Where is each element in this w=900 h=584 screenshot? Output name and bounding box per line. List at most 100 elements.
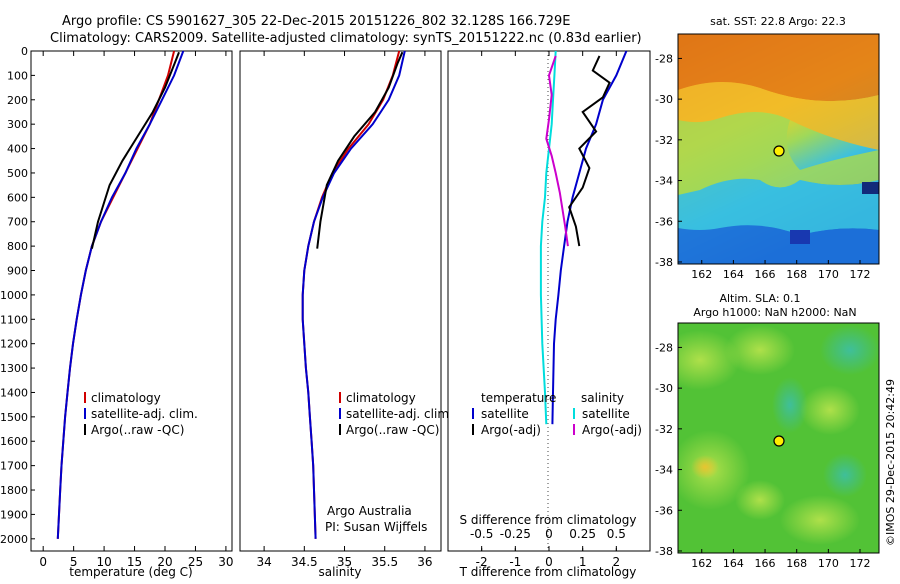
y-tick-label: 1300 bbox=[0, 362, 28, 375]
sst-float-location-marker bbox=[773, 145, 785, 157]
lat-tick-label: -28 bbox=[655, 341, 673, 354]
sla-map: Altim. SLA: 0.1 Argo h1000: NaN h2000: N… bbox=[655, 292, 880, 570]
credit-org: Argo Australia bbox=[327, 504, 412, 518]
lat-tick-label: -36 bbox=[655, 504, 673, 517]
lat-tick-label: -36 bbox=[655, 215, 673, 228]
sla-blob bbox=[823, 453, 867, 497]
legend-label-argo: Argo(..raw -QC) bbox=[91, 423, 184, 437]
y-tick-label: 600 bbox=[7, 191, 28, 204]
sla-map-frame bbox=[677, 322, 880, 554]
lon-tick-label: 168 bbox=[786, 268, 807, 281]
legend-title-salinity: salinity bbox=[581, 391, 624, 405]
sla-blob bbox=[772, 377, 808, 433]
series-line-satellite-adj-clim- bbox=[56, 50, 185, 539]
series-line-satellite-adj-clim- bbox=[301, 50, 406, 539]
x-tick-label: 35 bbox=[337, 555, 352, 569]
s-difference-axis: -0.5 -0.25 0 0.25 0.5 bbox=[470, 527, 626, 551]
temperature-series bbox=[56, 50, 185, 539]
legend-label-s-argo: Argo(-adj) bbox=[582, 423, 642, 437]
sla-blob bbox=[780, 495, 860, 545]
x-tick-label: 0 bbox=[545, 555, 553, 569]
sla-blob bbox=[800, 385, 860, 435]
sla-blob bbox=[725, 325, 795, 375]
series-line-salinity-satellite bbox=[539, 50, 557, 425]
sst-map-frame bbox=[677, 33, 880, 265]
sla-blob bbox=[735, 480, 785, 520]
lon-tick-label: 164 bbox=[723, 268, 744, 281]
y-tick-label: 1400 bbox=[0, 386, 28, 399]
depth-axis: 0 100 200 300 400 500 600 700 800 900 1000 1100 1200… bbox=[0, 45, 35, 546]
y-tick-label: 1900 bbox=[0, 508, 28, 521]
lon-tick-label: 172 bbox=[850, 268, 871, 281]
lon-tick-label: 172 bbox=[850, 557, 871, 570]
sst-blue-band bbox=[678, 225, 879, 264]
temperature-plot-frame bbox=[30, 50, 233, 552]
legend-label-t-satellite: satellite bbox=[481, 407, 529, 421]
sst-map-title: sat. SST: 22.8 Argo: 22.3 bbox=[710, 15, 846, 28]
sla-map-axes: 162 164 166 168 170 172 -28 -30 -32 -34 -36 -38 bbox=[655, 341, 870, 570]
temperature-legend: climatology satellite-adj. clim. Argo(..… bbox=[84, 391, 198, 437]
lat-tick-label: -28 bbox=[655, 52, 673, 65]
lat-tick-label: -32 bbox=[655, 423, 673, 436]
lon-tick-label: 168 bbox=[786, 557, 807, 570]
copyright-timestamp-label: ©IMOS 29-Dec-2015 20:42:49 bbox=[884, 379, 897, 546]
salinity-legend: climatology satellite-adj. clim. Argo(..… bbox=[339, 391, 453, 437]
salinity-axis: 34 34.5 35 35.5 36 bbox=[256, 51, 433, 569]
y-tick-label: 1000 bbox=[0, 289, 28, 302]
y-tick-label: 1100 bbox=[0, 313, 28, 326]
legend-label-climatology: climatology bbox=[346, 391, 416, 405]
lat-tick-label: -32 bbox=[655, 134, 673, 147]
y-tick-label: 700 bbox=[7, 216, 28, 229]
y-tick-label: 900 bbox=[7, 265, 28, 278]
lat-tick-label: -30 bbox=[655, 382, 673, 395]
salinity-plot-frame bbox=[239, 50, 442, 552]
legend-label-argo: Argo(..raw -QC) bbox=[346, 423, 439, 437]
sla-map-title1: Altim. SLA: 0.1 bbox=[719, 292, 800, 305]
lat-tick-label: -38 bbox=[655, 545, 673, 558]
lat-tick-label: -34 bbox=[655, 464, 673, 477]
difference-series bbox=[539, 50, 628, 425]
legend-title-temperature: temperature bbox=[481, 391, 556, 405]
series-line-temperature-satellite bbox=[551, 50, 628, 425]
y-tick-label: 1200 bbox=[0, 338, 28, 351]
y-tick-label: 2000 bbox=[0, 533, 28, 546]
salinity-xlabel: salinity bbox=[318, 565, 361, 579]
series-line-argo-raw-qc- bbox=[90, 51, 180, 249]
difference-plot-frame bbox=[447, 50, 651, 552]
x-tick-label: 20 bbox=[157, 555, 172, 569]
salinity-series bbox=[301, 50, 406, 539]
lon-tick-label: 166 bbox=[755, 557, 776, 570]
x-tick-label: 34 bbox=[256, 555, 271, 569]
y-tick-label: 800 bbox=[7, 240, 28, 253]
top-tick-label: -0.25 bbox=[500, 527, 531, 541]
sla-blob bbox=[820, 325, 879, 375]
y-tick-label: 1800 bbox=[0, 484, 28, 497]
x-tick-label: 15 bbox=[127, 555, 142, 569]
lon-tick-label: 162 bbox=[691, 557, 712, 570]
sst-orange-band bbox=[678, 81, 879, 150]
sla-blob bbox=[691, 455, 719, 479]
lon-tick-label: 166 bbox=[755, 268, 776, 281]
y-tick-label: 1600 bbox=[0, 435, 28, 448]
lat-tick-label: -38 bbox=[655, 256, 673, 269]
series-line-temperature-argo-adj- bbox=[568, 55, 611, 247]
x-tick-label: 35.5 bbox=[371, 555, 398, 569]
x-tick-label: 34.5 bbox=[291, 555, 318, 569]
sst-map: sat. SST: 22.8 Argo: 22.3 162 164 166 168 17… bbox=[655, 15, 880, 281]
sst-field bbox=[678, 34, 879, 264]
legend-label-t-argo: Argo(-adj) bbox=[481, 423, 541, 437]
top-tick-label: 0.5 bbox=[607, 527, 626, 541]
top-tick-label: 0 bbox=[545, 527, 553, 541]
sst-map-axes: 162 164 166 168 170 172 -28 -30 -32 -34 -36 -38 bbox=[655, 52, 870, 281]
y-tick-label: 300 bbox=[7, 118, 28, 131]
sla-field bbox=[678, 323, 879, 553]
x-tick-label: -2 bbox=[476, 555, 488, 569]
sla-map-title2: Argo h1000: NaN h2000: NaN bbox=[693, 306, 856, 319]
x-tick-label: 10 bbox=[96, 555, 111, 569]
legend-label-climatology: climatology bbox=[91, 391, 161, 405]
y-tick-label: 100 bbox=[7, 69, 28, 82]
x-tick-label: 25 bbox=[188, 555, 203, 569]
sst-cold-patch bbox=[790, 230, 810, 244]
